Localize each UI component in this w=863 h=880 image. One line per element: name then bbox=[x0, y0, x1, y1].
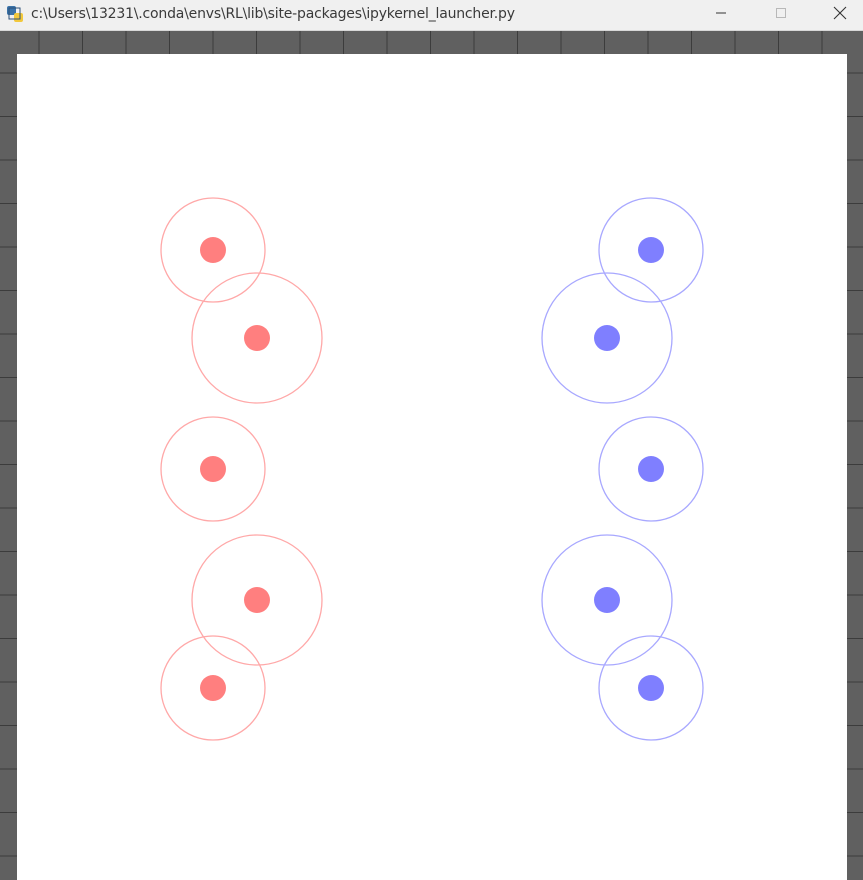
blue-team bbox=[541, 197, 704, 741]
render-viewport bbox=[0, 31, 863, 880]
blue-agent-4 bbox=[541, 534, 673, 666]
red-team bbox=[160, 197, 323, 741]
red-agent-4 bbox=[191, 534, 323, 666]
close-icon bbox=[833, 6, 847, 25]
blue-agent-3 bbox=[598, 416, 704, 522]
title-bar[interactable]: c:\Users\13231\.conda\envs\RL\lib\site-p… bbox=[0, 0, 863, 31]
python-icon bbox=[6, 5, 24, 23]
minimize-button[interactable] bbox=[698, 0, 744, 30]
blue-agent-2 bbox=[541, 272, 673, 404]
scene-svg bbox=[160, 197, 704, 741]
render-canvas bbox=[17, 54, 847, 880]
maximize-button[interactable] bbox=[758, 0, 804, 30]
minimize-icon bbox=[715, 6, 727, 24]
blue-agent-1 bbox=[598, 197, 704, 303]
close-button[interactable] bbox=[817, 0, 863, 30]
maximize-icon bbox=[775, 6, 787, 24]
red-agent-1 bbox=[160, 197, 266, 303]
red-agent-3 bbox=[160, 416, 266, 522]
red-agent-5 bbox=[160, 635, 266, 741]
blue-agent-5 bbox=[598, 635, 704, 741]
red-agent-2 bbox=[191, 272, 323, 404]
window-title: c:\Users\13231\.conda\envs\RL\lib\site-p… bbox=[31, 6, 515, 22]
